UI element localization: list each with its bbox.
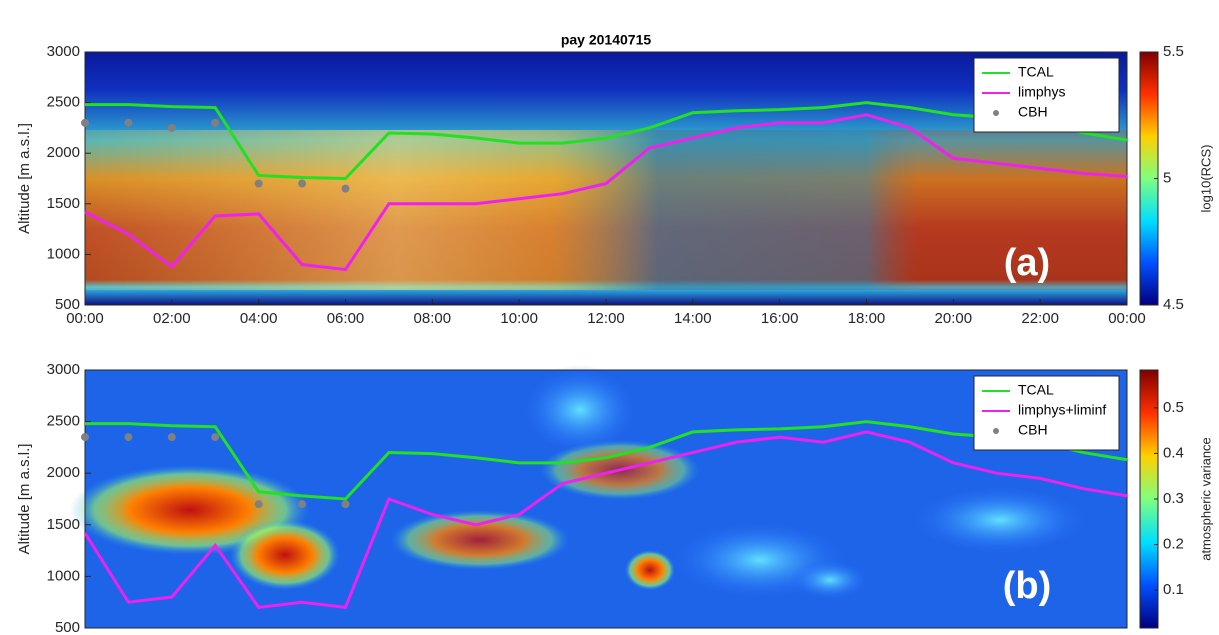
y-tick-label: 3000	[47, 43, 80, 60]
heatmap-b	[70, 365, 1127, 628]
plot-frame	[84, 51, 1128, 306]
colorbar-label: atmospheric variance	[1198, 437, 1213, 561]
series-line	[83, 430, 1128, 609]
y-tick-label: 2500	[47, 94, 80, 111]
y-tick-label: 2000	[47, 144, 80, 161]
colorbar-label: log10(RCS)	[1198, 145, 1213, 213]
colorbar-tick-label: 0.4	[1163, 444, 1184, 461]
legend-label: TCAL	[1018, 64, 1054, 80]
x-tick-label: 04:00	[240, 310, 278, 327]
point	[254, 179, 263, 188]
legend-swatch	[993, 428, 999, 434]
panel-label: (a)	[1004, 242, 1050, 284]
y-tick-label: 1000	[47, 245, 80, 262]
colorbar-tick-label: 5.5	[1163, 43, 1184, 60]
point	[341, 500, 350, 509]
legend-box	[973, 57, 1120, 133]
colorbar-tick-label: 5	[1163, 169, 1171, 186]
point	[124, 433, 133, 442]
panel-label: (b)	[1003, 565, 1052, 607]
legend-label: CBH	[1018, 422, 1048, 438]
x-tick-label: 12:00	[587, 310, 625, 327]
legend-label: CBH	[1018, 104, 1048, 120]
x-tick-label: 16:00	[761, 310, 799, 327]
colorbar-tick-label: 0.3	[1163, 490, 1184, 507]
legend-label: TCAL	[1018, 382, 1054, 398]
point	[167, 123, 176, 132]
point	[298, 500, 307, 509]
y-tick-label: 1500	[47, 195, 80, 212]
series-line	[85, 420, 1128, 501]
point	[298, 179, 307, 188]
plot-frame	[84, 369, 1128, 629]
x-tick-label: 02:00	[153, 310, 191, 327]
y-tick-label: 1000	[47, 567, 80, 584]
point	[124, 118, 133, 127]
point	[341, 184, 350, 193]
y-axis-label: Altitude [m a.s.l.]	[16, 444, 33, 555]
colorbar-tick-label: 0.2	[1163, 536, 1184, 553]
x-tick-label: 18:00	[848, 310, 886, 327]
legend-label: limphys	[1018, 84, 1065, 100]
y-tick-label: 2500	[47, 413, 80, 430]
y-tick-label: 2000	[47, 464, 80, 481]
heatmap-a	[85, 52, 1127, 305]
point	[167, 433, 176, 442]
x-tick-label: 06:00	[327, 310, 365, 327]
y-tick-label: 500	[55, 296, 80, 313]
y-tick-label: 500	[55, 619, 80, 635]
y-axis-label: Altitude [m a.s.l.]	[16, 123, 33, 234]
y-tick-label: 1500	[47, 516, 80, 533]
x-tick-label: 20:00	[935, 310, 973, 327]
x-tick-label: 14:00	[674, 310, 712, 327]
legend-label: limphys+liminf	[1018, 402, 1106, 418]
series-line	[84, 113, 1128, 272]
y-tick-label: 3000	[47, 361, 80, 378]
colorbar-tick-label: 0.1	[1163, 581, 1184, 598]
legend-swatch	[993, 110, 999, 116]
point	[81, 433, 89, 442]
x-tick-label: 08:00	[414, 310, 452, 327]
x-tick-label: 00:00	[1108, 310, 1146, 327]
point	[211, 433, 220, 442]
chart-title: pay 20140715	[561, 32, 652, 48]
point	[81, 118, 89, 127]
colorbar-tick-label: 4.5	[1163, 296, 1184, 313]
legend-box	[973, 375, 1120, 451]
series-line	[85, 101, 1128, 181]
point	[254, 500, 263, 509]
x-tick-label: 10:00	[500, 310, 538, 327]
x-tick-label: 22:00	[1021, 310, 1059, 327]
x-tick-label: 00:00	[66, 310, 104, 327]
colorbar-tick-label: 0.5	[1163, 399, 1184, 416]
point	[211, 118, 220, 127]
